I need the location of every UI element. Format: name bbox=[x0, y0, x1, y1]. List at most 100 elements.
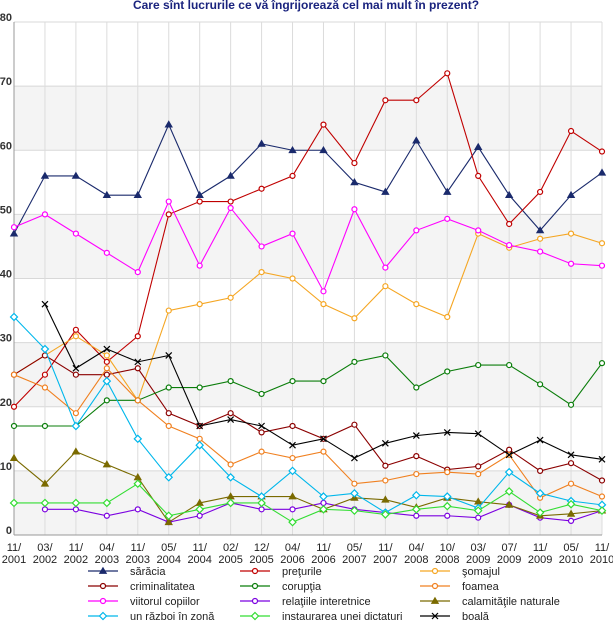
legend-item: instaurarea unei dictaturi bbox=[240, 611, 402, 623]
legend-label: corupţia bbox=[282, 581, 322, 593]
data-point bbox=[103, 358, 110, 365]
data-point bbox=[319, 145, 328, 154]
grid-group bbox=[13, 21, 603, 536]
x-tick-label: 05/ bbox=[347, 542, 363, 554]
data-point bbox=[598, 240, 606, 247]
data-point bbox=[165, 307, 172, 314]
data-point bbox=[566, 499, 576, 509]
data-point bbox=[103, 512, 110, 519]
data-point bbox=[9, 229, 19, 237]
data-point bbox=[40, 344, 50, 354]
legend-swatch-marker bbox=[431, 582, 439, 590]
data-point bbox=[165, 422, 172, 430]
data-point bbox=[195, 440, 205, 450]
data-point bbox=[381, 495, 390, 503]
data-point bbox=[72, 364, 80, 372]
data-point bbox=[103, 365, 110, 372]
x-tick-label: 02/ bbox=[223, 542, 239, 554]
data-point bbox=[413, 384, 420, 391]
x-tick-label: 11/ bbox=[131, 542, 146, 554]
legend-label: viitorul copiilor bbox=[130, 596, 200, 608]
data-point bbox=[382, 283, 389, 290]
x-tick-label: 11/ bbox=[192, 542, 207, 554]
legend-label: calamităţile naturale bbox=[462, 596, 560, 608]
data-point bbox=[288, 492, 297, 500]
data-point bbox=[537, 381, 544, 388]
data-point bbox=[475, 227, 482, 234]
x-tick-label: 2008 bbox=[435, 554, 459, 566]
x-tick-label: 2004 bbox=[187, 554, 211, 566]
data-point bbox=[227, 461, 234, 468]
data-point bbox=[567, 451, 575, 459]
y-tick-label: 70 bbox=[0, 76, 12, 88]
x-tick-label: 03/ bbox=[37, 542, 53, 554]
legend-swatch-marker bbox=[431, 612, 439, 620]
data-point bbox=[9, 498, 19, 508]
data-point bbox=[443, 187, 452, 195]
data-point bbox=[195, 190, 204, 199]
data-point bbox=[227, 378, 234, 385]
data-point bbox=[567, 127, 575, 135]
data-point bbox=[506, 361, 513, 369]
data-point bbox=[72, 333, 79, 340]
legend-item: boală bbox=[420, 611, 490, 623]
data-point-stroke bbox=[505, 451, 513, 459]
data-point bbox=[102, 190, 112, 199]
data-point bbox=[444, 70, 451, 77]
data-point bbox=[196, 301, 203, 308]
data-point bbox=[381, 510, 390, 519]
data-point bbox=[474, 142, 483, 150]
data-point bbox=[567, 401, 575, 408]
data-point bbox=[196, 435, 203, 442]
x-tick-label: 2007 bbox=[342, 554, 366, 566]
data-point bbox=[598, 148, 606, 155]
series-line bbox=[13, 367, 603, 499]
data-point bbox=[71, 421, 81, 431]
data-point bbox=[72, 506, 79, 513]
data-point bbox=[412, 432, 420, 440]
data-point bbox=[413, 301, 420, 308]
data-point bbox=[134, 397, 141, 404]
data-point bbox=[257, 139, 266, 147]
x-tick-label: 2008 bbox=[404, 554, 428, 566]
legend-item: preţurile bbox=[240, 566, 322, 578]
x-tick-label: 11/ bbox=[533, 542, 548, 554]
data-point bbox=[566, 190, 576, 199]
data-point bbox=[288, 517, 297, 527]
data-point bbox=[195, 505, 205, 514]
data-point bbox=[473, 506, 483, 515]
data-point bbox=[226, 472, 235, 482]
legend-label: şomajul bbox=[462, 566, 500, 578]
series-line bbox=[14, 482, 603, 523]
data-point bbox=[320, 121, 327, 128]
data-point bbox=[535, 508, 545, 517]
data-point bbox=[289, 441, 296, 449]
y-tick-label: 20 bbox=[0, 397, 12, 409]
data-point bbox=[382, 477, 389, 484]
data-point bbox=[289, 172, 296, 179]
legend-item: viitorul copiilor bbox=[88, 596, 200, 608]
data-point bbox=[10, 371, 18, 378]
x-tick-label: 2001 bbox=[2, 554, 26, 566]
x-tick-label: 2009 bbox=[466, 554, 490, 566]
data-point bbox=[351, 480, 358, 487]
data-point bbox=[40, 498, 50, 508]
y-tick-label: 50 bbox=[0, 204, 12, 216]
data-point bbox=[567, 517, 575, 524]
data-point bbox=[382, 264, 389, 271]
series-6 bbox=[10, 198, 606, 295]
grid-band bbox=[14, 214, 602, 279]
data-point bbox=[442, 501, 452, 511]
data-point bbox=[71, 447, 81, 455]
data-point bbox=[165, 384, 172, 391]
data-point bbox=[350, 178, 359, 186]
data-point bbox=[10, 224, 18, 231]
data-point bbox=[411, 490, 421, 500]
data-point bbox=[134, 358, 142, 366]
data-point bbox=[598, 360, 606, 367]
data-point bbox=[381, 187, 390, 195]
data-point bbox=[227, 198, 234, 205]
data-point-stroke bbox=[289, 441, 296, 449]
data-point-stroke bbox=[165, 352, 173, 359]
